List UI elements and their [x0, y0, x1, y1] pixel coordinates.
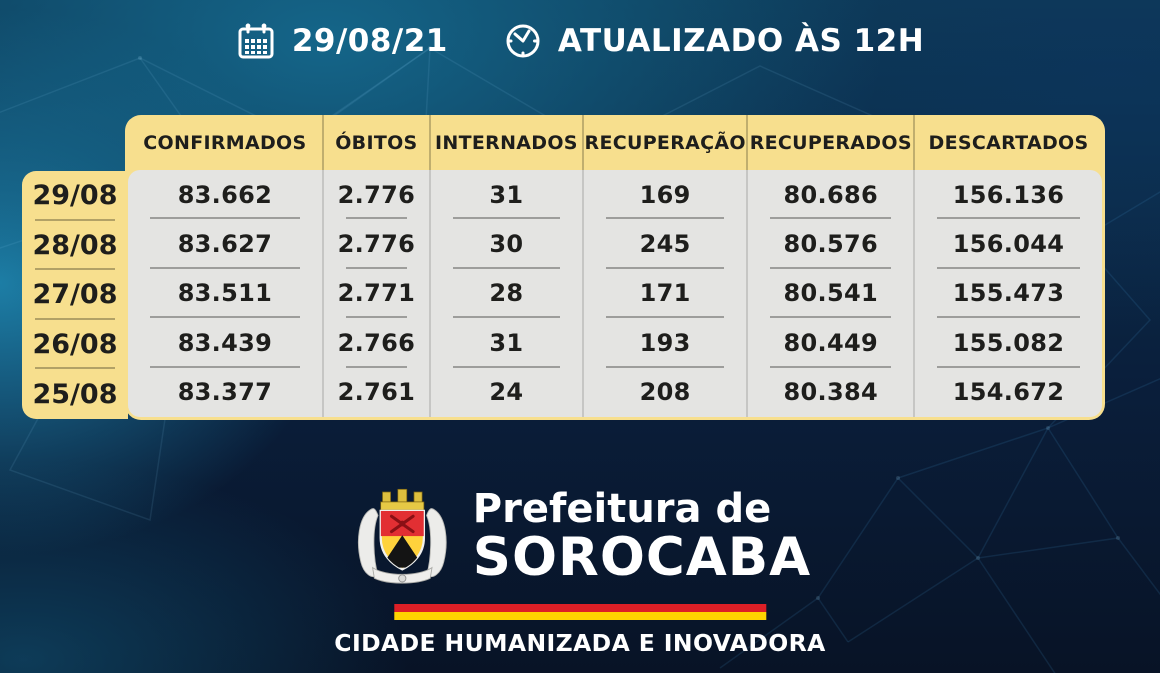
row-date: 28/08	[22, 221, 128, 271]
table-cell: 83.662	[128, 170, 322, 220]
table-cell: 83.627	[128, 219, 322, 270]
table-row: 83.662 2.776 31 169 80.686 156.136	[128, 170, 1102, 220]
table-cell: 31	[428, 170, 582, 220]
table-cell: 156.136	[913, 170, 1102, 220]
table-cell: 169	[581, 170, 747, 220]
date-column: 29/08 28/08 27/08 26/08 25/08	[22, 171, 128, 419]
brand-stripe-yellow	[394, 612, 766, 620]
update-info-bar: 29/08/21 ATUALIZADO ÀS 12H	[0, 14, 1160, 68]
table-cell: 156.044	[913, 219, 1102, 270]
table-cell: 83.439	[128, 318, 322, 369]
updated-at-text: ATUALIZADO ÀS 12H	[557, 23, 925, 59]
org-prefix: Prefeitura de	[472, 486, 772, 533]
table-cell: 2.776	[321, 219, 429, 270]
table-cell: 2.761	[321, 367, 429, 417]
column-header-recuperados: RECUPERADOS	[746, 115, 913, 170]
table-cell: 28	[428, 268, 582, 319]
table-row: 83.627 2.776 30 245 80.576 156.044	[128, 219, 1102, 270]
table-cell: 83.377	[177, 378, 273, 407]
table-cell: 80.576	[746, 219, 913, 270]
table-cell: 208	[581, 367, 747, 417]
table-cell: 193	[581, 318, 747, 369]
row-date: 25/08	[32, 378, 118, 410]
footer-logo: Prefeitura de SOROCABA CIDADE HUMANIZADA…	[334, 479, 825, 657]
crest-right-supporter	[426, 508, 448, 578]
table-cell: 80.541	[746, 268, 913, 319]
brand-stripe	[394, 604, 766, 620]
table-row: 83.439 2.766 31 193 80.449 155.082	[128, 318, 1102, 369]
table-cell: 30	[428, 219, 582, 270]
table-cell: 2.776	[321, 170, 429, 220]
column-header-descartados: DESCARTADOS	[913, 115, 1102, 170]
table-cell: 80.449	[746, 318, 913, 369]
table-cell: 80.384	[746, 367, 913, 417]
table-cell: 155.473	[913, 268, 1102, 319]
column-header-obitos: ÓBITOS	[321, 115, 429, 170]
report-date: 29/08/21	[291, 23, 448, 59]
clock-icon	[506, 24, 540, 58]
logo-text: Prefeitura de SOROCABA	[473, 488, 811, 586]
table-cell: 245	[581, 219, 747, 270]
table-cell: 154.672	[913, 367, 1102, 417]
crest-crown	[380, 488, 425, 511]
table-cell: 155.082	[913, 318, 1102, 369]
column-header-confirmados: CONFIRMADOS	[143, 131, 307, 154]
table-cell: 2.766	[321, 318, 429, 369]
row-date: 26/08	[22, 320, 128, 370]
table-header-row: CONFIRMADOS ÓBITOS INTERNADOS RECUPERAÇÃ…	[128, 115, 1102, 170]
table-cell: 24	[428, 367, 582, 417]
covid-stats-table: CONFIRMADOS ÓBITOS INTERNADOS RECUPERAÇÃ…	[125, 115, 1105, 420]
column-header-recuperacao: RECUPERAÇÃO	[581, 115, 747, 170]
crest-left-supporter	[358, 508, 379, 578]
row-date: 27/08	[22, 270, 128, 320]
org-name: SOROCABA	[472, 527, 812, 589]
column-header-internados: INTERNADOS	[428, 115, 582, 170]
table-cell: 31	[428, 318, 582, 369]
row-date: 29/08	[22, 171, 128, 221]
city-tagline: CIDADE HUMANIZADA E INOVADORA	[334, 629, 826, 657]
table-body: 83.662 2.776 31 169 80.686 156.136 83.62…	[128, 170, 1102, 417]
calendar-icon	[238, 23, 274, 59]
table-row: 83.377 2.761 24 208 80.384 154.672	[128, 367, 1102, 417]
crest-medal	[398, 574, 407, 583]
table-cell: 83.511	[128, 269, 322, 319]
table-cell: 2.771	[321, 268, 429, 319]
table-cell: 171	[581, 268, 747, 319]
brand-stripe-red	[394, 604, 766, 612]
table-cell: 80.686	[746, 170, 913, 220]
table-row: 83.511 2.771 28 171 80.541 155.473	[128, 268, 1102, 319]
city-coat-of-arms-icon	[358, 488, 448, 584]
logo-row: Prefeitura de SOROCABA	[349, 479, 811, 595]
